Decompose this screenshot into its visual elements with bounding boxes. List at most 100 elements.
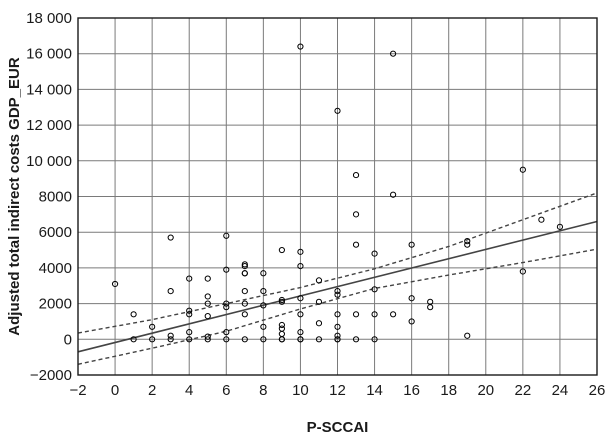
data-point — [260, 302, 267, 309]
data-point — [241, 336, 248, 343]
data-point — [464, 238, 471, 245]
data-point — [278, 325, 285, 332]
data-point — [260, 270, 267, 277]
data-point — [167, 234, 174, 241]
data-point — [315, 320, 323, 327]
data-point — [278, 246, 285, 254]
data-point — [223, 329, 230, 336]
x-tick-label: 4 — [185, 382, 193, 399]
data-point — [334, 311, 341, 318]
y-tick-labels: −2000 0 2000 4000 6000 8000 10 000 12 000 14 000… — [26, 10, 72, 384]
x-tick-label: 12 — [329, 382, 346, 399]
data-point — [223, 304, 230, 311]
data-point — [297, 248, 304, 255]
data-point — [334, 107, 341, 114]
x-tick-label: 8 — [259, 382, 267, 399]
x-tick-label: 14 — [366, 382, 383, 399]
data-point — [241, 311, 248, 318]
x-tick-label: 0 — [111, 382, 119, 399]
data-point — [556, 223, 564, 230]
y-tick-label: 12 000 — [26, 117, 72, 134]
data-point — [297, 329, 304, 336]
data-point — [352, 311, 360, 318]
data-point — [204, 293, 211, 300]
data-point — [241, 270, 248, 277]
data-point — [204, 312, 211, 320]
x-tick-label: 18 — [440, 382, 457, 399]
data-point — [241, 263, 248, 270]
data-point — [352, 171, 360, 179]
data-point — [371, 286, 378, 293]
x-axis-title: P-SCCAI — [307, 419, 369, 436]
data-point — [260, 323, 267, 330]
data-point — [111, 280, 119, 288]
data-point — [223, 232, 230, 239]
data-point — [519, 166, 526, 173]
data-point — [260, 336, 267, 343]
data-point — [130, 311, 137, 318]
y-tick-label: 10 000 — [26, 153, 72, 170]
data-point — [241, 288, 248, 295]
data-point — [334, 336, 341, 343]
data-point — [167, 288, 174, 295]
data-point — [390, 50, 397, 57]
data-point — [167, 332, 174, 339]
x-tick-label: 10 — [292, 382, 309, 399]
data-point — [538, 216, 545, 223]
confidence-interval — [77, 192, 598, 365]
x-tick-labels: −2 0 2 4 6 8 10 12 14 16 18 20 22 24 26 — [69, 382, 605, 399]
data-point — [371, 311, 378, 318]
data-point — [186, 311, 193, 318]
y-axis-title: Adjusted total indirect costs GDP_EUR — [6, 57, 23, 336]
data-point — [390, 311, 397, 318]
data-point — [315, 277, 323, 284]
data-point — [278, 296, 285, 304]
data-points — [111, 43, 564, 343]
data-point — [278, 321, 285, 329]
data-point — [167, 336, 174, 343]
data-point — [334, 291, 341, 298]
regression-fit — [77, 220, 598, 353]
y-tick-label: 2000 — [39, 296, 72, 313]
data-point — [315, 298, 323, 305]
y-tick-label: 4000 — [39, 260, 72, 277]
y-tick-label: 0 — [64, 331, 72, 348]
data-point — [223, 300, 230, 307]
data-point — [408, 295, 415, 302]
y-tick-label: −2000 — [30, 367, 72, 384]
data-point — [519, 268, 526, 275]
data-point — [241, 261, 248, 268]
data-point — [352, 336, 360, 343]
data-point — [334, 288, 341, 295]
y-tick-label: 16 000 — [26, 46, 72, 63]
data-point — [130, 336, 137, 343]
regression-line — [77, 220, 598, 353]
data-point — [352, 241, 360, 248]
x-tick-label: 24 — [552, 382, 569, 399]
data-point — [297, 263, 304, 270]
data-point — [204, 300, 211, 307]
data-point — [315, 336, 323, 343]
data-point — [278, 330, 285, 338]
data-point — [464, 332, 471, 339]
y-tick-label: 8000 — [39, 189, 72, 206]
data-point — [427, 304, 434, 311]
x-tick-label: 6 — [222, 382, 230, 399]
data-point — [464, 241, 471, 248]
data-point — [186, 275, 193, 282]
ci-lower-line — [77, 248, 598, 365]
data-point — [186, 307, 193, 314]
data-point — [297, 336, 304, 343]
data-point — [149, 336, 156, 343]
y-tick-label: 18 000 — [26, 10, 72, 27]
data-point — [223, 266, 230, 273]
plot-frame — [77, 17, 598, 376]
data-point — [408, 318, 415, 325]
x-tick-label: 16 — [403, 382, 420, 399]
ci-upper-line — [77, 192, 598, 334]
data-point — [297, 43, 304, 50]
data-point — [204, 336, 211, 343]
data-point — [371, 250, 378, 257]
data-point — [297, 295, 304, 302]
